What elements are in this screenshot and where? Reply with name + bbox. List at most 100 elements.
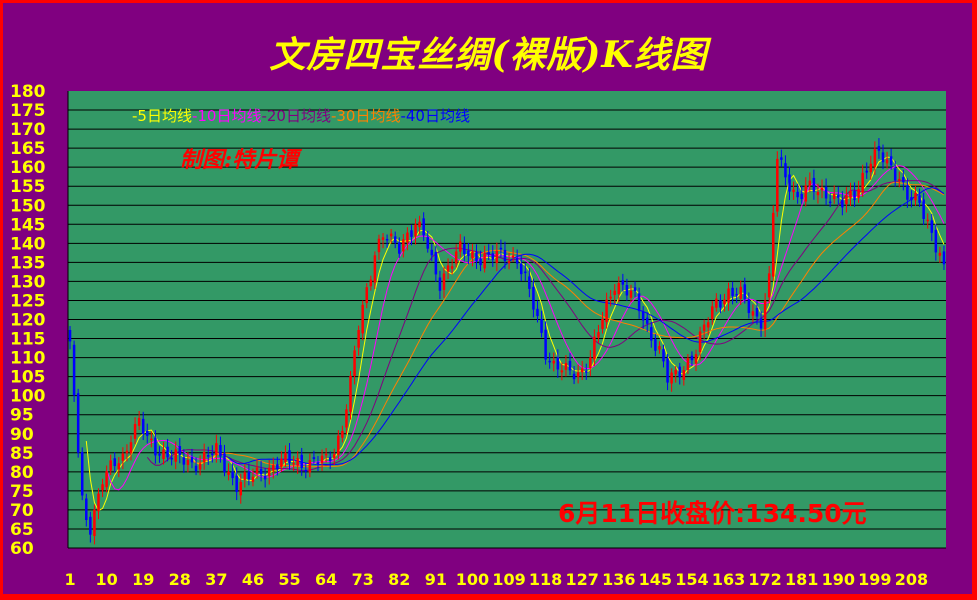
- candle-body: [438, 277, 442, 291]
- candle-body: [430, 249, 434, 256]
- candle-body: [158, 453, 161, 456]
- credit-label: 制图:特片谭: [180, 147, 303, 173]
- candle-body: [767, 273, 771, 298]
- candle-body: [568, 360, 572, 371]
- legend-entry: -30日均线: [331, 107, 401, 125]
- candle-body: [893, 168, 897, 181]
- x-tick-label: 172: [748, 570, 781, 589]
- candle-body: [495, 250, 499, 263]
- candle-body: [365, 287, 369, 304]
- x-tick-label: 1: [64, 570, 75, 589]
- candle-body: [914, 192, 917, 201]
- candle-body: [446, 265, 450, 272]
- candle-body: [922, 199, 925, 219]
- candle-body: [682, 370, 686, 380]
- candle-body: [804, 185, 808, 202]
- candle-body: [654, 338, 657, 351]
- candle-body: [121, 453, 125, 461]
- y-tick-label: 85: [10, 444, 34, 464]
- candle-body: [743, 284, 747, 300]
- x-tick-label: 118: [529, 570, 562, 589]
- candle-body: [666, 358, 669, 383]
- candle-body: [800, 193, 803, 200]
- candle-body: [418, 221, 421, 228]
- candle-body: [633, 287, 637, 292]
- x-tick-label: 208: [895, 570, 928, 589]
- ma-line-40: [228, 187, 945, 466]
- candle-body: [219, 444, 222, 457]
- candle-body: [154, 437, 157, 456]
- x-tick-label: 136: [602, 570, 635, 589]
- y-tick-label: 105: [10, 368, 46, 388]
- candle-body: [747, 299, 751, 314]
- candle-body: [507, 261, 511, 264]
- candle-body: [426, 237, 429, 249]
- candle-body: [202, 451, 206, 463]
- candle-body: [552, 360, 556, 364]
- candle-body: [727, 288, 730, 303]
- candle-body: [369, 279, 373, 287]
- candle-body: [312, 457, 316, 460]
- candle-body: [198, 463, 202, 470]
- candle-body: [637, 293, 641, 312]
- candle-body: [109, 460, 112, 471]
- y-tick-label: 145: [10, 215, 46, 235]
- candle-body: [841, 199, 844, 208]
- candlesticks: [68, 138, 946, 545]
- candle-body: [385, 238, 389, 241]
- y-tick-label: 95: [10, 406, 34, 426]
- candle-body: [296, 458, 299, 466]
- candle-body: [788, 174, 791, 192]
- candle-body: [719, 299, 722, 308]
- y-tick-label: 180: [10, 82, 46, 102]
- candle-body: [337, 435, 340, 455]
- candle-body: [593, 336, 596, 360]
- y-tick-label: 80: [10, 463, 34, 483]
- candle-body: [76, 393, 80, 453]
- legend-entry: -5日均线: [132, 107, 192, 125]
- candle-body: [796, 191, 799, 198]
- candle-body: [475, 252, 478, 262]
- candle-body: [670, 372, 673, 384]
- candle-body: [280, 458, 283, 468]
- candle-body: [341, 430, 344, 438]
- y-tick-label: 160: [10, 158, 46, 178]
- candle-body: [686, 358, 690, 370]
- candle-body: [832, 193, 836, 200]
- candle-body: [458, 241, 462, 252]
- candle-body: [422, 218, 425, 236]
- candle-body: [381, 237, 385, 240]
- candle-body: [467, 250, 470, 256]
- x-tick-label: 199: [858, 570, 891, 589]
- candle-body: [576, 372, 580, 377]
- x-tick-label: 10: [95, 570, 117, 589]
- candle-body: [641, 311, 645, 321]
- candle-body: [897, 178, 901, 181]
- candle-body: [771, 212, 775, 277]
- candle-body: [186, 459, 190, 466]
- candle-body: [678, 366, 682, 378]
- x-tick-label: 55: [278, 570, 300, 589]
- candle-body: [292, 463, 295, 465]
- candle-body: [332, 454, 336, 459]
- candle-body: [194, 465, 198, 472]
- candle-body: [361, 304, 364, 334]
- candle-body: [146, 430, 149, 436]
- y-tick-label: 90: [10, 425, 34, 445]
- candle-body: [162, 449, 165, 459]
- candle-body: [471, 251, 474, 259]
- y-tick-label: 65: [10, 520, 34, 540]
- x-tick-label: 64: [315, 570, 337, 589]
- candle-body: [902, 177, 905, 183]
- candle-body: [320, 455, 324, 464]
- candle-body: [889, 156, 893, 166]
- candle-body: [739, 286, 742, 299]
- candle-body: [170, 457, 173, 460]
- candle-body: [711, 306, 714, 319]
- y-axis: 6065707580859095100105110115120125130135…: [10, 82, 46, 559]
- candle-body: [463, 243, 466, 255]
- candle-body: [662, 349, 665, 362]
- candle-body: [540, 319, 543, 333]
- candle-body: [812, 177, 816, 192]
